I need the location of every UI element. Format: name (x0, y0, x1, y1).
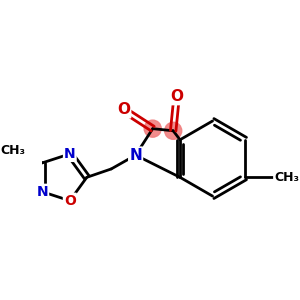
Text: N: N (64, 147, 76, 161)
Circle shape (144, 120, 161, 137)
Text: N: N (37, 185, 48, 199)
Text: O: O (64, 194, 76, 208)
Text: N: N (129, 148, 142, 163)
Text: O: O (117, 102, 130, 117)
Text: CH₃: CH₃ (0, 144, 25, 158)
Circle shape (165, 122, 182, 139)
Text: CH₃: CH₃ (274, 171, 299, 184)
Text: O: O (170, 89, 183, 104)
